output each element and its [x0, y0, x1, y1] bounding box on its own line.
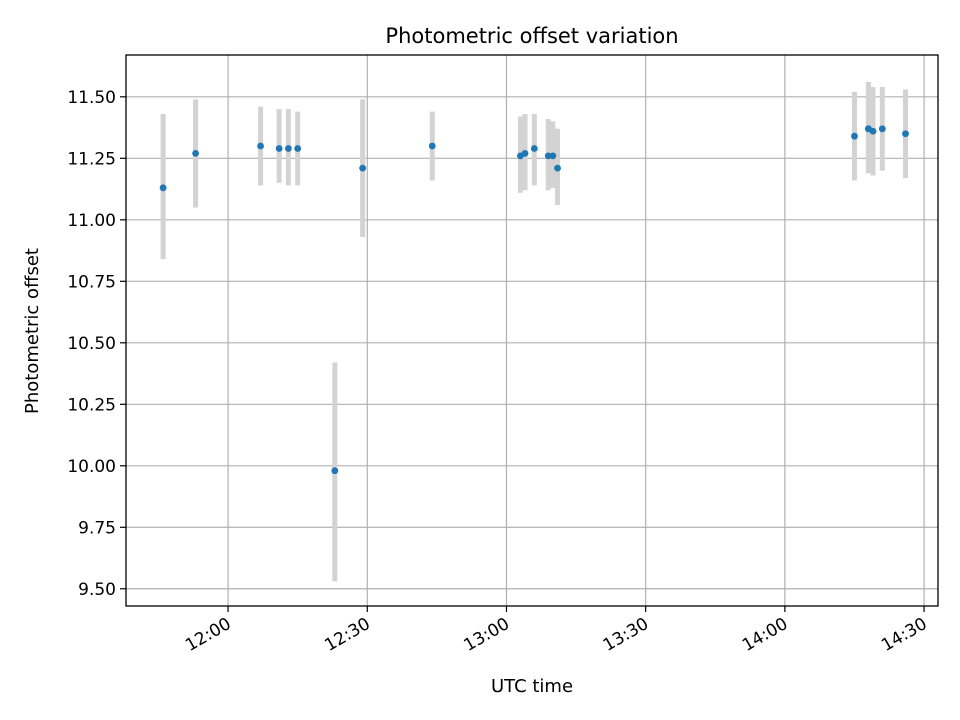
- data-point: [549, 152, 557, 160]
- data-point: [331, 467, 339, 475]
- data-series: [159, 82, 909, 582]
- y-tick-label: 10.25: [67, 395, 116, 415]
- y-tick-label: 11.00: [67, 211, 116, 231]
- data-point: [902, 130, 909, 138]
- y-tick-label: 10.50: [67, 334, 116, 354]
- data-point: [257, 142, 264, 150]
- y-tick-label: 11.50: [67, 88, 116, 108]
- y-tick-label: 9.50: [78, 580, 116, 600]
- data-point: [294, 145, 302, 152]
- data-point: [554, 164, 561, 172]
- x-axis-title: UTC time: [491, 676, 573, 697]
- data-point: [878, 125, 886, 133]
- y-tick-label: 10.75: [67, 272, 116, 292]
- data-point: [428, 142, 436, 150]
- chart-title: Photometric offset variation: [385, 24, 678, 48]
- data-point: [521, 149, 529, 157]
- data-point: [192, 149, 200, 157]
- data-point: [275, 145, 283, 152]
- plot-frame: [125, 54, 939, 607]
- y-tick-label: 10.00: [67, 457, 116, 477]
- data-point: [285, 145, 292, 152]
- y-tick-label: 9.75: [78, 518, 116, 538]
- data-point: [530, 145, 538, 152]
- y-tick-label: 11.25: [67, 149, 116, 169]
- y-axis-title: Photometric offset: [22, 248, 43, 414]
- data-point: [851, 132, 858, 140]
- data-point: [159, 184, 167, 192]
- data-point: [359, 164, 367, 172]
- data-point: [869, 127, 877, 135]
